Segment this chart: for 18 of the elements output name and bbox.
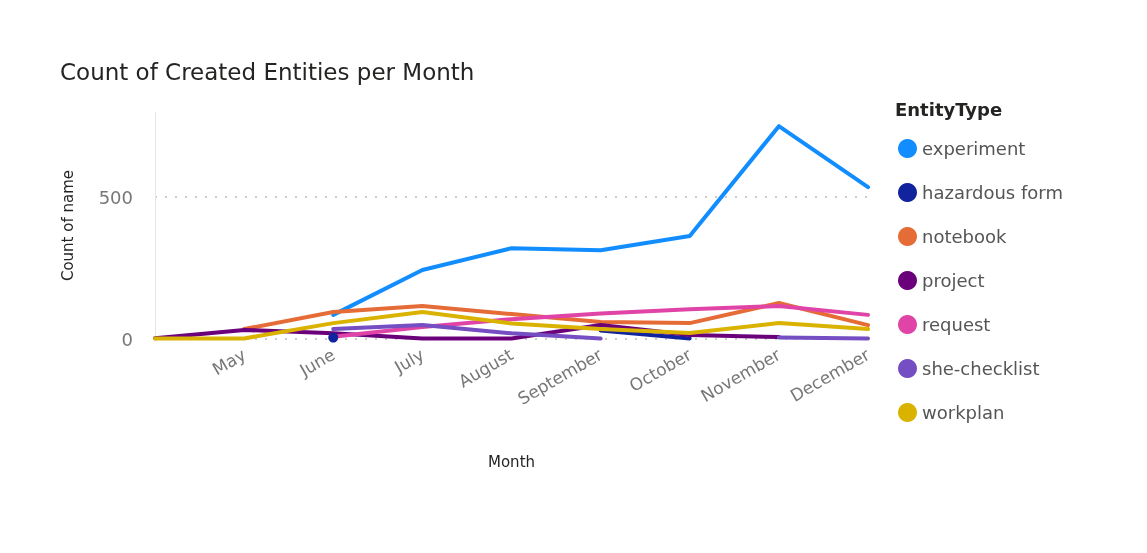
y-tick-label: 0 — [121, 328, 133, 350]
x-tick-label: July — [390, 344, 428, 378]
chart-title: Count of Created Entities per Month — [60, 58, 475, 85]
x-tick-label: May — [208, 344, 250, 380]
x-axis-title: Month — [487, 452, 536, 471]
line-series — [331, 124, 870, 317]
legend-label: notebook — [922, 226, 1007, 247]
y-axis-title: Count of name — [58, 169, 77, 282]
legend-label: workplan — [922, 402, 1005, 423]
x-tick-label: June — [295, 344, 339, 381]
legend-label: hazardous form — [922, 182, 1063, 203]
legend-label: project — [922, 270, 985, 291]
legend-title: EntityType — [895, 98, 1003, 120]
legend-label: she-checklist — [922, 358, 1040, 379]
legend-label: request — [922, 314, 991, 335]
y-tick-label: 500 — [98, 186, 133, 208]
line-series — [153, 310, 870, 341]
legend-label: experiment — [922, 138, 1026, 159]
